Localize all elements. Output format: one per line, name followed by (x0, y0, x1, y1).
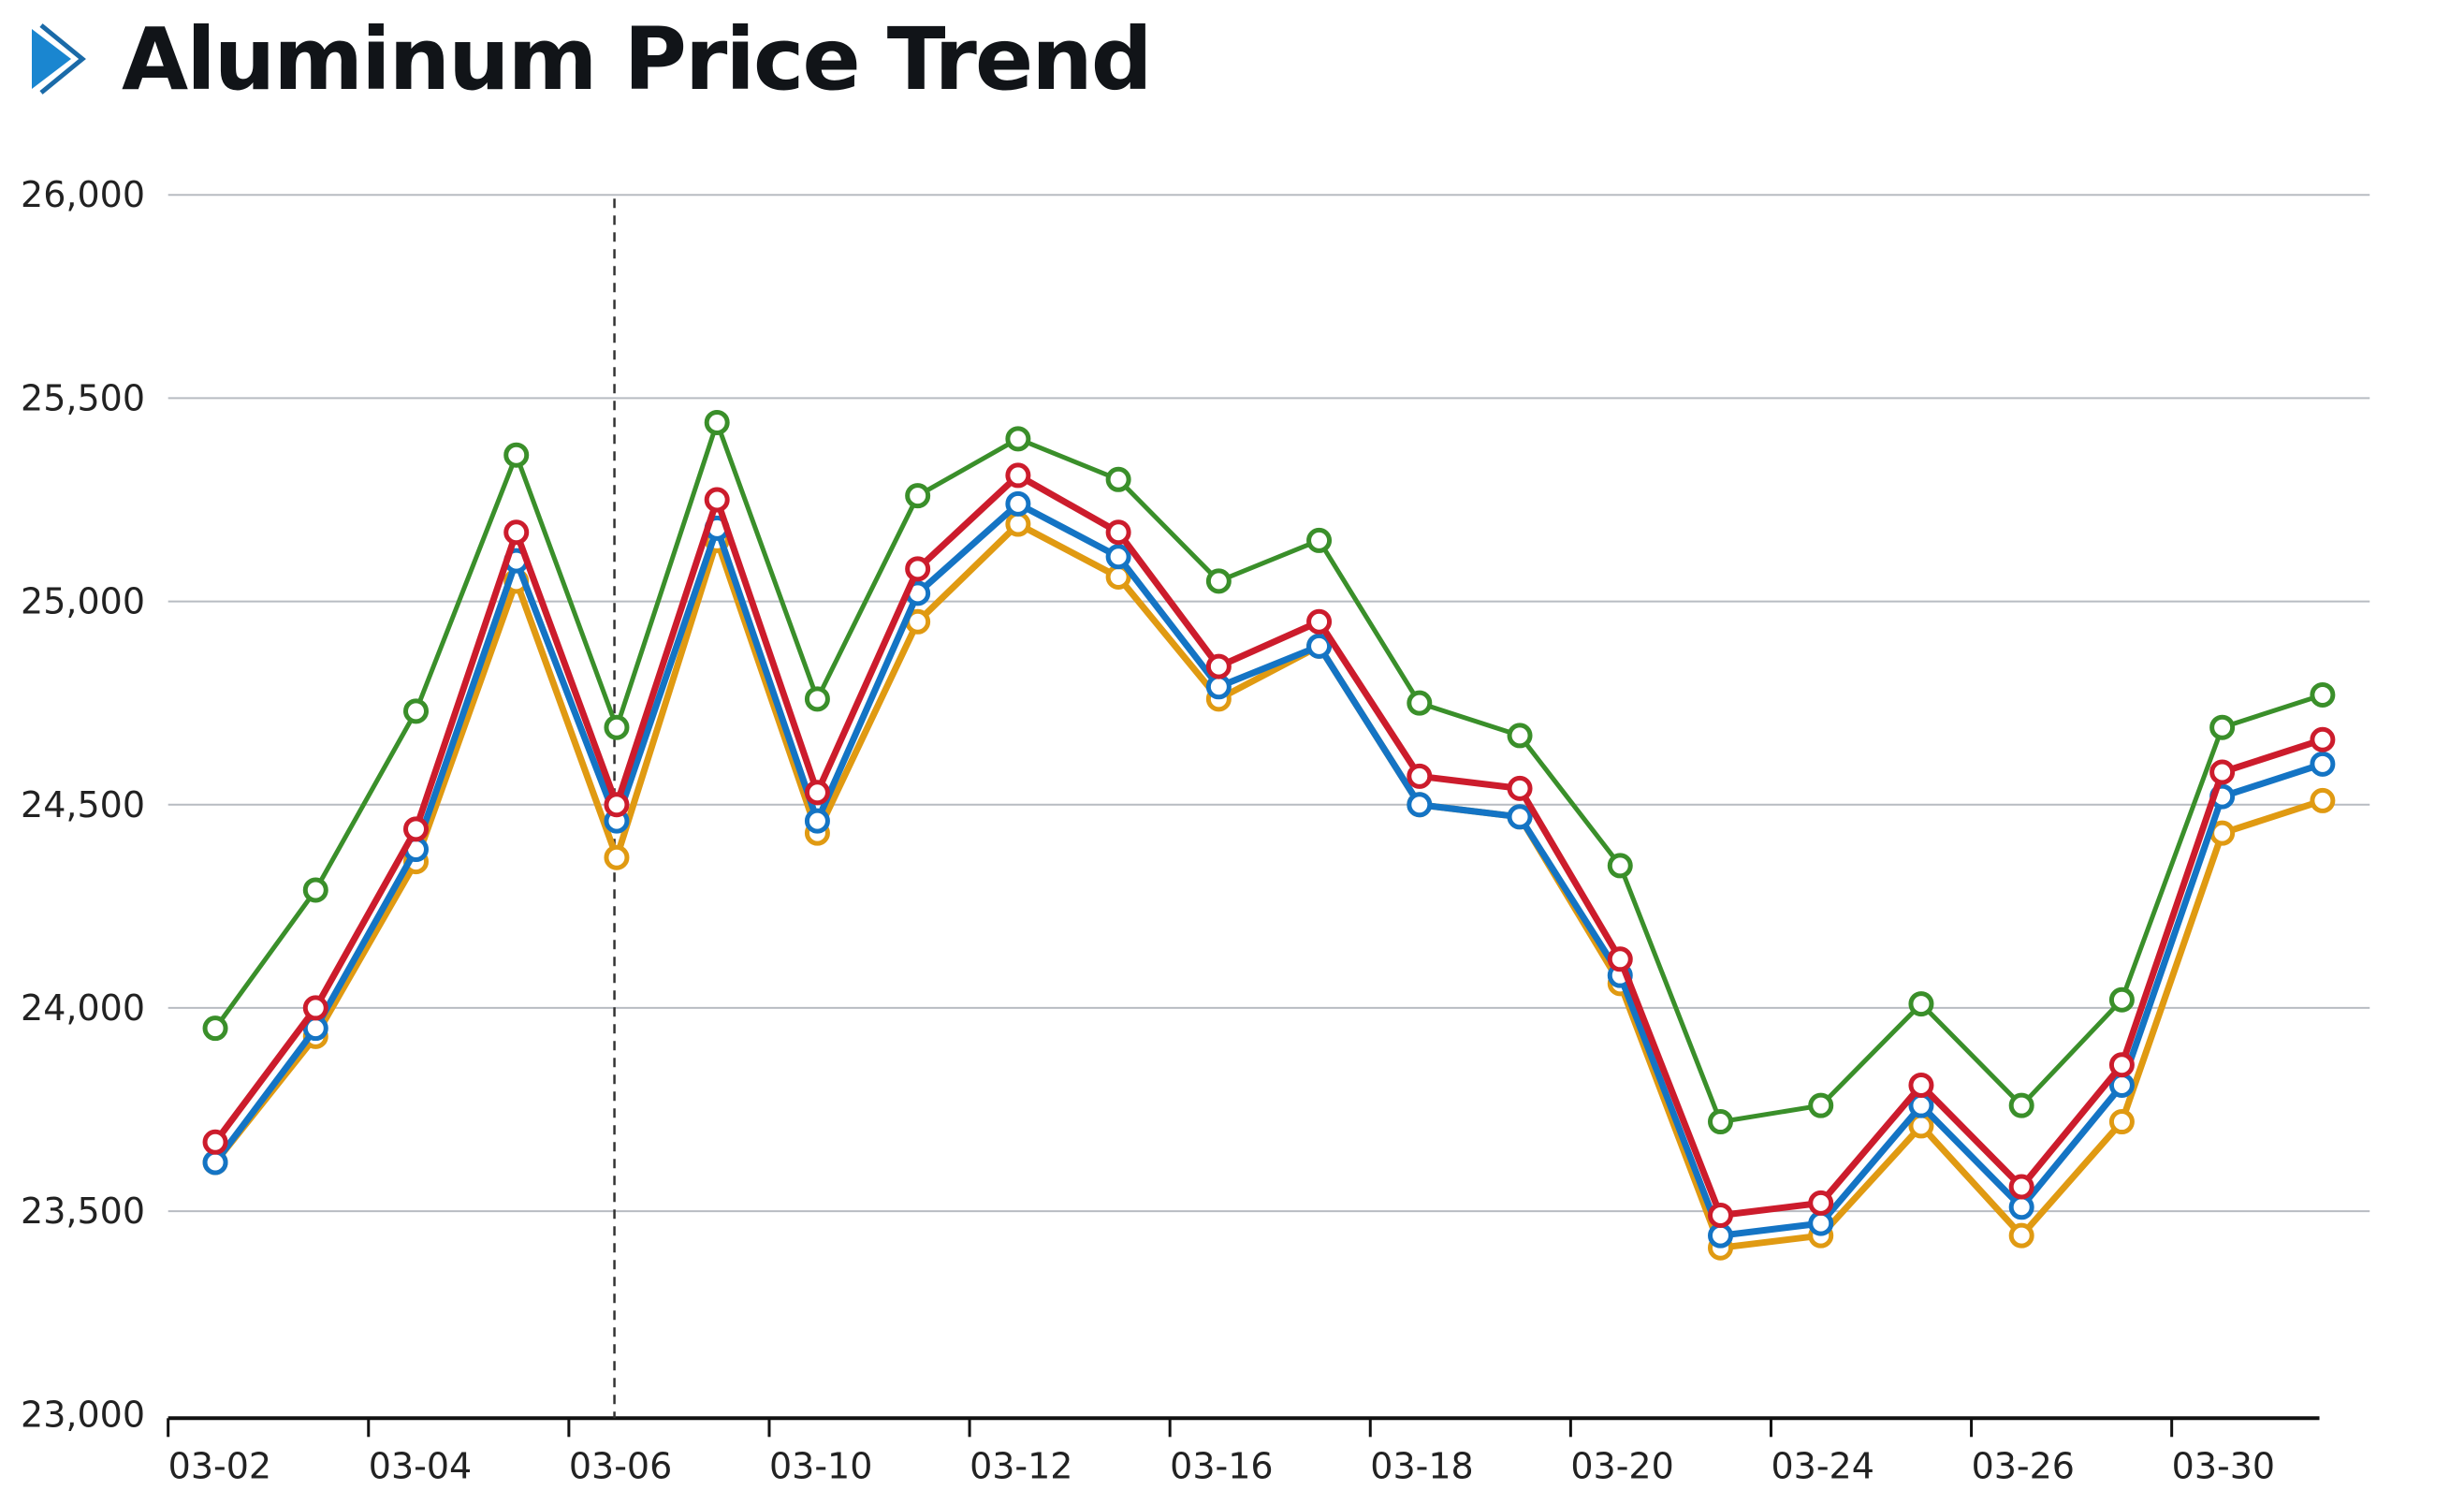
data-point[interactable] (2310, 726, 2336, 752)
line-red (212, 472, 2324, 1219)
data-point[interactable] (704, 487, 730, 513)
data-point[interactable] (604, 792, 630, 818)
x-tick-label: 03-26 (1972, 1445, 2075, 1486)
data-point[interactable] (1005, 462, 1031, 489)
play-arrow-icon (32, 23, 86, 95)
data-point[interactable] (1005, 426, 1031, 452)
data-point[interactable] (1105, 544, 1131, 570)
x-tick-label: 03-30 (2172, 1445, 2275, 1486)
data-point[interactable] (1908, 1072, 1934, 1098)
data-point[interactable] (1607, 946, 1633, 972)
data-point[interactable] (1005, 490, 1031, 517)
line-green (213, 420, 2324, 1125)
data-point[interactable] (2008, 1174, 2034, 1200)
data-point[interactable] (1205, 653, 1232, 679)
x-tick-label: 03-06 (569, 1445, 672, 1486)
chart-title: Aluminum Price Trend (122, 8, 1153, 110)
data-point[interactable] (1105, 466, 1131, 492)
gridlines (168, 194, 2370, 1213)
data-point[interactable] (2310, 681, 2336, 708)
data-point[interactable] (804, 686, 830, 712)
y-tick-label: 24,000 (21, 987, 145, 1029)
data-point[interactable] (1306, 608, 1333, 635)
data-point[interactable] (202, 1015, 228, 1042)
y-axis: 23,000 23,500 24,000 24,500 25,000 25,500 26,0… (21, 174, 145, 1435)
data-point[interactable] (202, 1129, 228, 1155)
line-orange (212, 520, 2324, 1251)
x-axis: 03-02 03-04 03-06 03-10 03-12 03-16 03-18 03-20… (167, 1416, 2320, 1486)
x-tick-label: 03-16 (1170, 1445, 1273, 1486)
data-point[interactable] (1407, 690, 1433, 716)
data-point[interactable] (2008, 1092, 2034, 1118)
data-point[interactable] (2108, 1109, 2135, 1135)
y-tick-label: 25,500 (21, 377, 145, 418)
x-tick-label: 03-04 (369, 1445, 472, 1486)
chart-header: Aluminum Price Trend (28, 7, 1153, 110)
series-red (202, 462, 2336, 1228)
data-point[interactable] (1407, 763, 1433, 789)
y-tick-label: 23,000 (21, 1394, 145, 1435)
y-tick-label: 23,500 (21, 1191, 145, 1232)
data-point[interactable] (1507, 804, 1533, 830)
data-point[interactable] (1808, 1190, 1834, 1216)
series-orange (202, 511, 2336, 1261)
data-point[interactable] (2008, 1222, 2034, 1249)
data-point[interactable] (2310, 751, 2336, 777)
data-point[interactable] (1306, 527, 1333, 553)
data-point[interactable] (2108, 986, 2135, 1013)
x-tick-label: 03-24 (1771, 1445, 1874, 1486)
data-point[interactable] (604, 844, 630, 870)
data-point[interactable] (1005, 511, 1031, 537)
y-tick-label: 24,500 (21, 784, 145, 825)
line-blue (212, 500, 2324, 1239)
x-tick-label: 03-20 (1570, 1445, 1673, 1486)
x-tick-label: 03-10 (769, 1445, 872, 1486)
data-point[interactable] (2310, 787, 2336, 813)
series-lines (202, 409, 2336, 1261)
data-point[interactable] (1507, 723, 1533, 749)
data-point[interactable] (1707, 1202, 1733, 1228)
data-point[interactable] (2008, 1194, 2034, 1220)
y-tick-label: 25,000 (21, 581, 145, 622)
data-point[interactable] (302, 877, 328, 903)
data-point[interactable] (1908, 991, 1934, 1017)
x-tick-label: 03-18 (1370, 1445, 1473, 1486)
data-point[interactable] (604, 714, 630, 740)
data-point[interactable] (503, 442, 530, 468)
data-point[interactable] (1306, 633, 1333, 659)
data-point[interactable] (1808, 1092, 1834, 1118)
data-point[interactable] (2209, 759, 2236, 785)
data-point[interactable] (2108, 1052, 2135, 1078)
data-point[interactable] (1607, 853, 1633, 879)
x-tick-label: 03-12 (970, 1445, 1072, 1486)
data-point[interactable] (905, 483, 931, 509)
data-point[interactable] (503, 519, 530, 546)
data-point[interactable] (2209, 714, 2236, 740)
data-point[interactable] (804, 780, 830, 806)
data-point[interactable] (403, 698, 430, 724)
data-point[interactable] (905, 556, 931, 582)
data-point[interactable] (1507, 775, 1533, 801)
x-tick-label: 03-02 (168, 1445, 271, 1486)
y-tick-label: 26,000 (21, 174, 145, 215)
data-point[interactable] (1407, 792, 1433, 818)
data-point[interactable] (804, 808, 830, 834)
data-point[interactable] (302, 995, 328, 1021)
data-point[interactable] (1105, 519, 1131, 546)
data-point[interactable] (1205, 674, 1232, 700)
series-green (202, 409, 2336, 1135)
data-point[interactable] (704, 409, 730, 435)
data-point[interactable] (202, 1149, 228, 1176)
data-point[interactable] (1808, 1210, 1834, 1236)
data-point[interactable] (1205, 568, 1232, 594)
data-point[interactable] (403, 816, 430, 842)
data-point[interactable] (1707, 1222, 1733, 1249)
data-point[interactable] (1707, 1109, 1733, 1135)
